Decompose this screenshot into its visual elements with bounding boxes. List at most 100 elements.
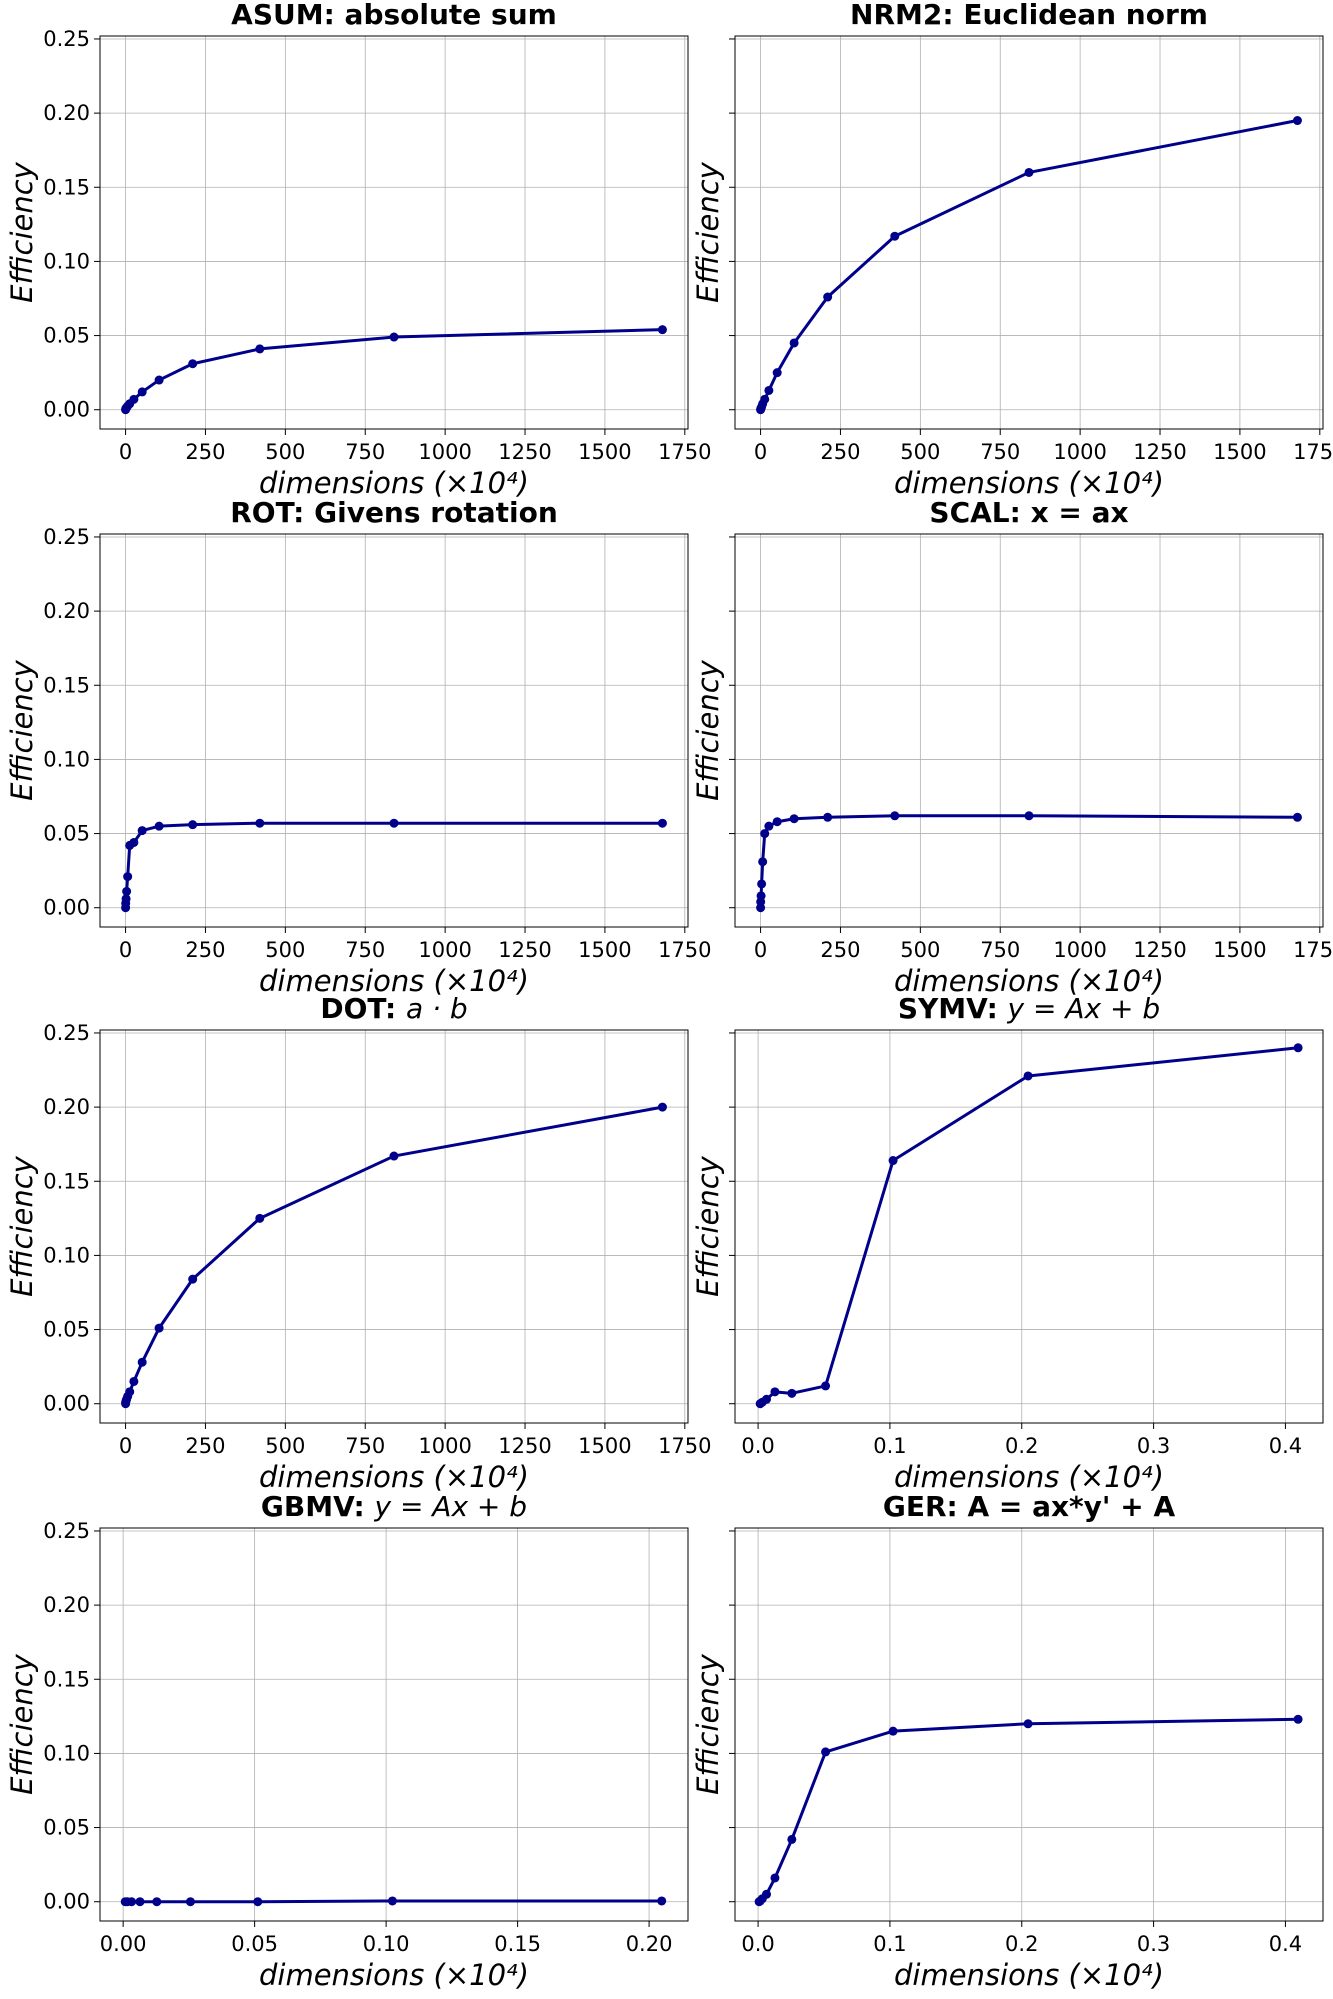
- data-point: [1024, 167, 1034, 177]
- y-tick-label: 0.10: [43, 249, 90, 273]
- data-point: [789, 814, 799, 824]
- data-point: [137, 387, 147, 397]
- data-point: [188, 359, 198, 369]
- y-tick-label: 0.25: [43, 1519, 90, 1543]
- x-tick-label: 1250: [498, 1434, 551, 1458]
- data-point: [772, 368, 782, 378]
- x-tick-label: 1250: [498, 440, 551, 464]
- x-tick-label: 750: [980, 440, 1020, 464]
- data-point: [758, 857, 768, 867]
- x-tick-label: 250: [820, 938, 860, 962]
- x-tick-label: 750: [980, 938, 1020, 962]
- data-point: [764, 385, 774, 395]
- data-point: [772, 817, 782, 827]
- y-tick-label: 0.25: [43, 27, 90, 51]
- subplot-title: SCAL: x = ax: [929, 496, 1128, 529]
- x-tick-label: 1500: [1213, 440, 1266, 464]
- plot-frame: [99, 35, 689, 430]
- y-tick-label: 0.00: [43, 896, 90, 920]
- subplot-title-main: GBMV:: [261, 1490, 375, 1523]
- y-tick-label: 0.25: [43, 525, 90, 549]
- data-point: [888, 1156, 898, 1166]
- subplot-title: GER: A = ax*y' + A: [883, 1490, 1176, 1523]
- plot-frame: [99, 533, 689, 928]
- data-point: [756, 891, 766, 901]
- x-tick-label: 1750: [658, 1434, 711, 1458]
- x-tick-label: 0.3: [1137, 1932, 1170, 1956]
- y-tick-label: 0.15: [43, 1667, 90, 1691]
- data-point: [760, 829, 770, 839]
- x-tick-label: 0.10: [363, 1932, 410, 1956]
- data-point: [137, 1357, 147, 1367]
- x-tick-label: 0.05: [231, 1932, 278, 1956]
- subplot-4: 0 250 500 750 1000 1250 1500 1750 SCAL: x = ax di…: [691, 496, 1333, 998]
- x-axis-label: dimensions (×10⁴): [894, 964, 1164, 998]
- data-point: [255, 344, 265, 354]
- x-tick-label: 0.1: [873, 1434, 906, 1458]
- data-point: [787, 1388, 797, 1398]
- x-tick-label: 1500: [578, 1434, 631, 1458]
- y-tick-label: 0.00: [43, 1890, 90, 1914]
- x-tick-label: 250: [185, 440, 225, 464]
- data-point: [154, 375, 164, 385]
- y-tick-label: 0.15: [43, 1169, 90, 1193]
- x-tick-label: 0: [119, 1434, 132, 1458]
- x-tick-label: 1000: [418, 938, 471, 962]
- x-tick-label: 0: [754, 440, 767, 464]
- data-point: [152, 1897, 162, 1907]
- x-tick-label: 0: [754, 938, 767, 962]
- data-point: [1024, 811, 1034, 821]
- x-tick-label: 0.4: [1269, 1434, 1302, 1458]
- x-tick-label: 0.4: [1269, 1932, 1302, 1956]
- y-axis-label: Efficiency: [5, 659, 39, 800]
- x-tick-label: 250: [185, 1434, 225, 1458]
- data-point: [770, 1873, 780, 1883]
- y-axis-label: Efficiency: [5, 1155, 39, 1296]
- x-tick-label: 1500: [1213, 938, 1266, 962]
- y-tick-label: 0.15: [43, 175, 90, 199]
- x-tick-label: 750: [345, 440, 385, 464]
- y-tick-label: 0.20: [43, 1095, 90, 1119]
- data-point: [1292, 116, 1302, 126]
- data-point: [129, 1376, 139, 1386]
- data-point: [770, 1387, 780, 1397]
- x-tick-label: 0.00: [100, 1932, 147, 1956]
- data-point: [757, 879, 767, 889]
- x-axis-label: dimensions (×10⁴): [259, 964, 529, 998]
- data-point: [657, 818, 667, 828]
- x-tick-label: 0.2: [1005, 1434, 1038, 1458]
- series-line: [758, 1717, 1299, 1903]
- subplot-title-main: SYMV:: [898, 992, 1008, 1025]
- x-tick-label: 500: [265, 440, 305, 464]
- subplot-title: GBMV: y = Ax + b: [261, 1490, 527, 1523]
- y-axis-label: Efficiency: [691, 1653, 725, 1794]
- x-tick-label: 1500: [578, 440, 631, 464]
- data-point: [185, 1897, 195, 1907]
- y-tick-label: 0.05: [43, 324, 90, 348]
- x-tick-label: 0: [119, 440, 132, 464]
- data-point: [657, 1102, 667, 1112]
- y-tick-label: 0.20: [43, 101, 90, 125]
- data-point: [255, 1213, 265, 1223]
- x-tick-label: 250: [185, 938, 225, 962]
- data-point: [890, 811, 900, 821]
- y-tick-label: 0.20: [43, 599, 90, 623]
- subplot-title-main: DOT:: [320, 992, 406, 1025]
- series-line: [759, 119, 1298, 411]
- data-point: [135, 1897, 145, 1907]
- data-point: [1293, 1714, 1303, 1724]
- data-point: [188, 820, 198, 830]
- plot-frame: [734, 1029, 1324, 1424]
- subplot-title: SYMV: y = Ax + b: [898, 992, 1160, 1025]
- x-tick-label: 500: [900, 440, 940, 464]
- x-axis-label: dimensions (×10⁴): [259, 1460, 529, 1494]
- data-point: [1292, 812, 1302, 822]
- x-tick-label: 0.20: [626, 1932, 673, 1956]
- data-point: [657, 1896, 667, 1906]
- y-axis-label: Efficiency: [5, 1653, 39, 1794]
- y-tick-label: 0.05: [43, 1318, 90, 1342]
- plot-frame: [734, 35, 1324, 430]
- x-tick-label: 0.2: [1005, 1932, 1038, 1956]
- y-tick-label: 0.00: [43, 1392, 90, 1416]
- x-tick-label: 500: [265, 1434, 305, 1458]
